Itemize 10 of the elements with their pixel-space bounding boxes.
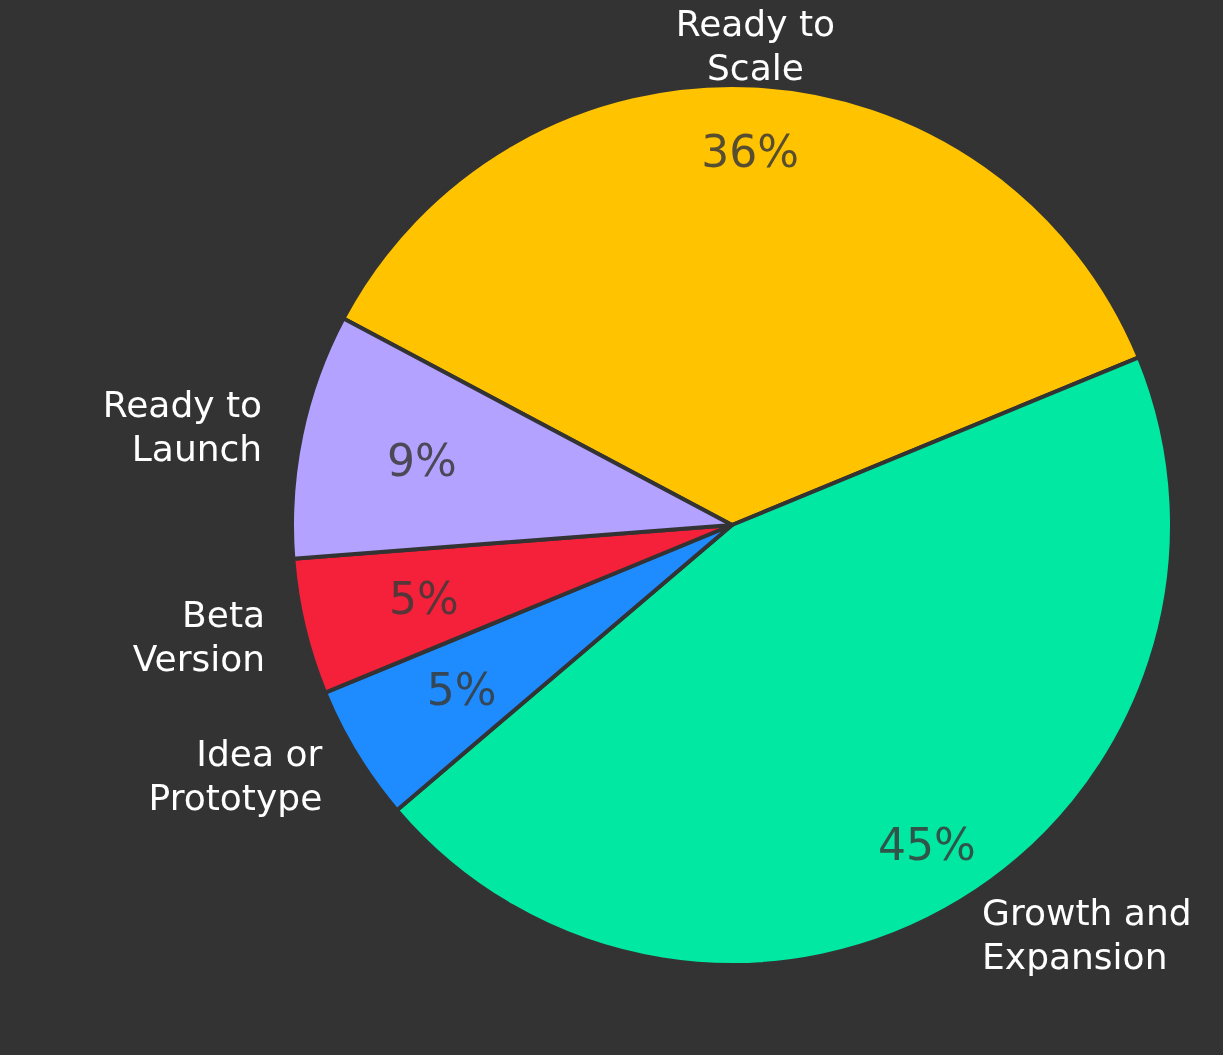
slice-label: Beta Version <box>132 593 266 679</box>
data-label: 5% <box>388 572 459 624</box>
data-label: 36% <box>701 125 800 177</box>
data-label: 9% <box>386 434 457 486</box>
data-label: 45% <box>877 818 976 870</box>
slice-label: Ready to Scale <box>675 3 836 89</box>
slice-label: Ready to Launch <box>102 384 263 470</box>
slice-label: Idea or Prototype <box>148 732 323 818</box>
slice-label: Growth and Expansion <box>982 892 1192 978</box>
data-label: 5% <box>426 664 497 716</box>
